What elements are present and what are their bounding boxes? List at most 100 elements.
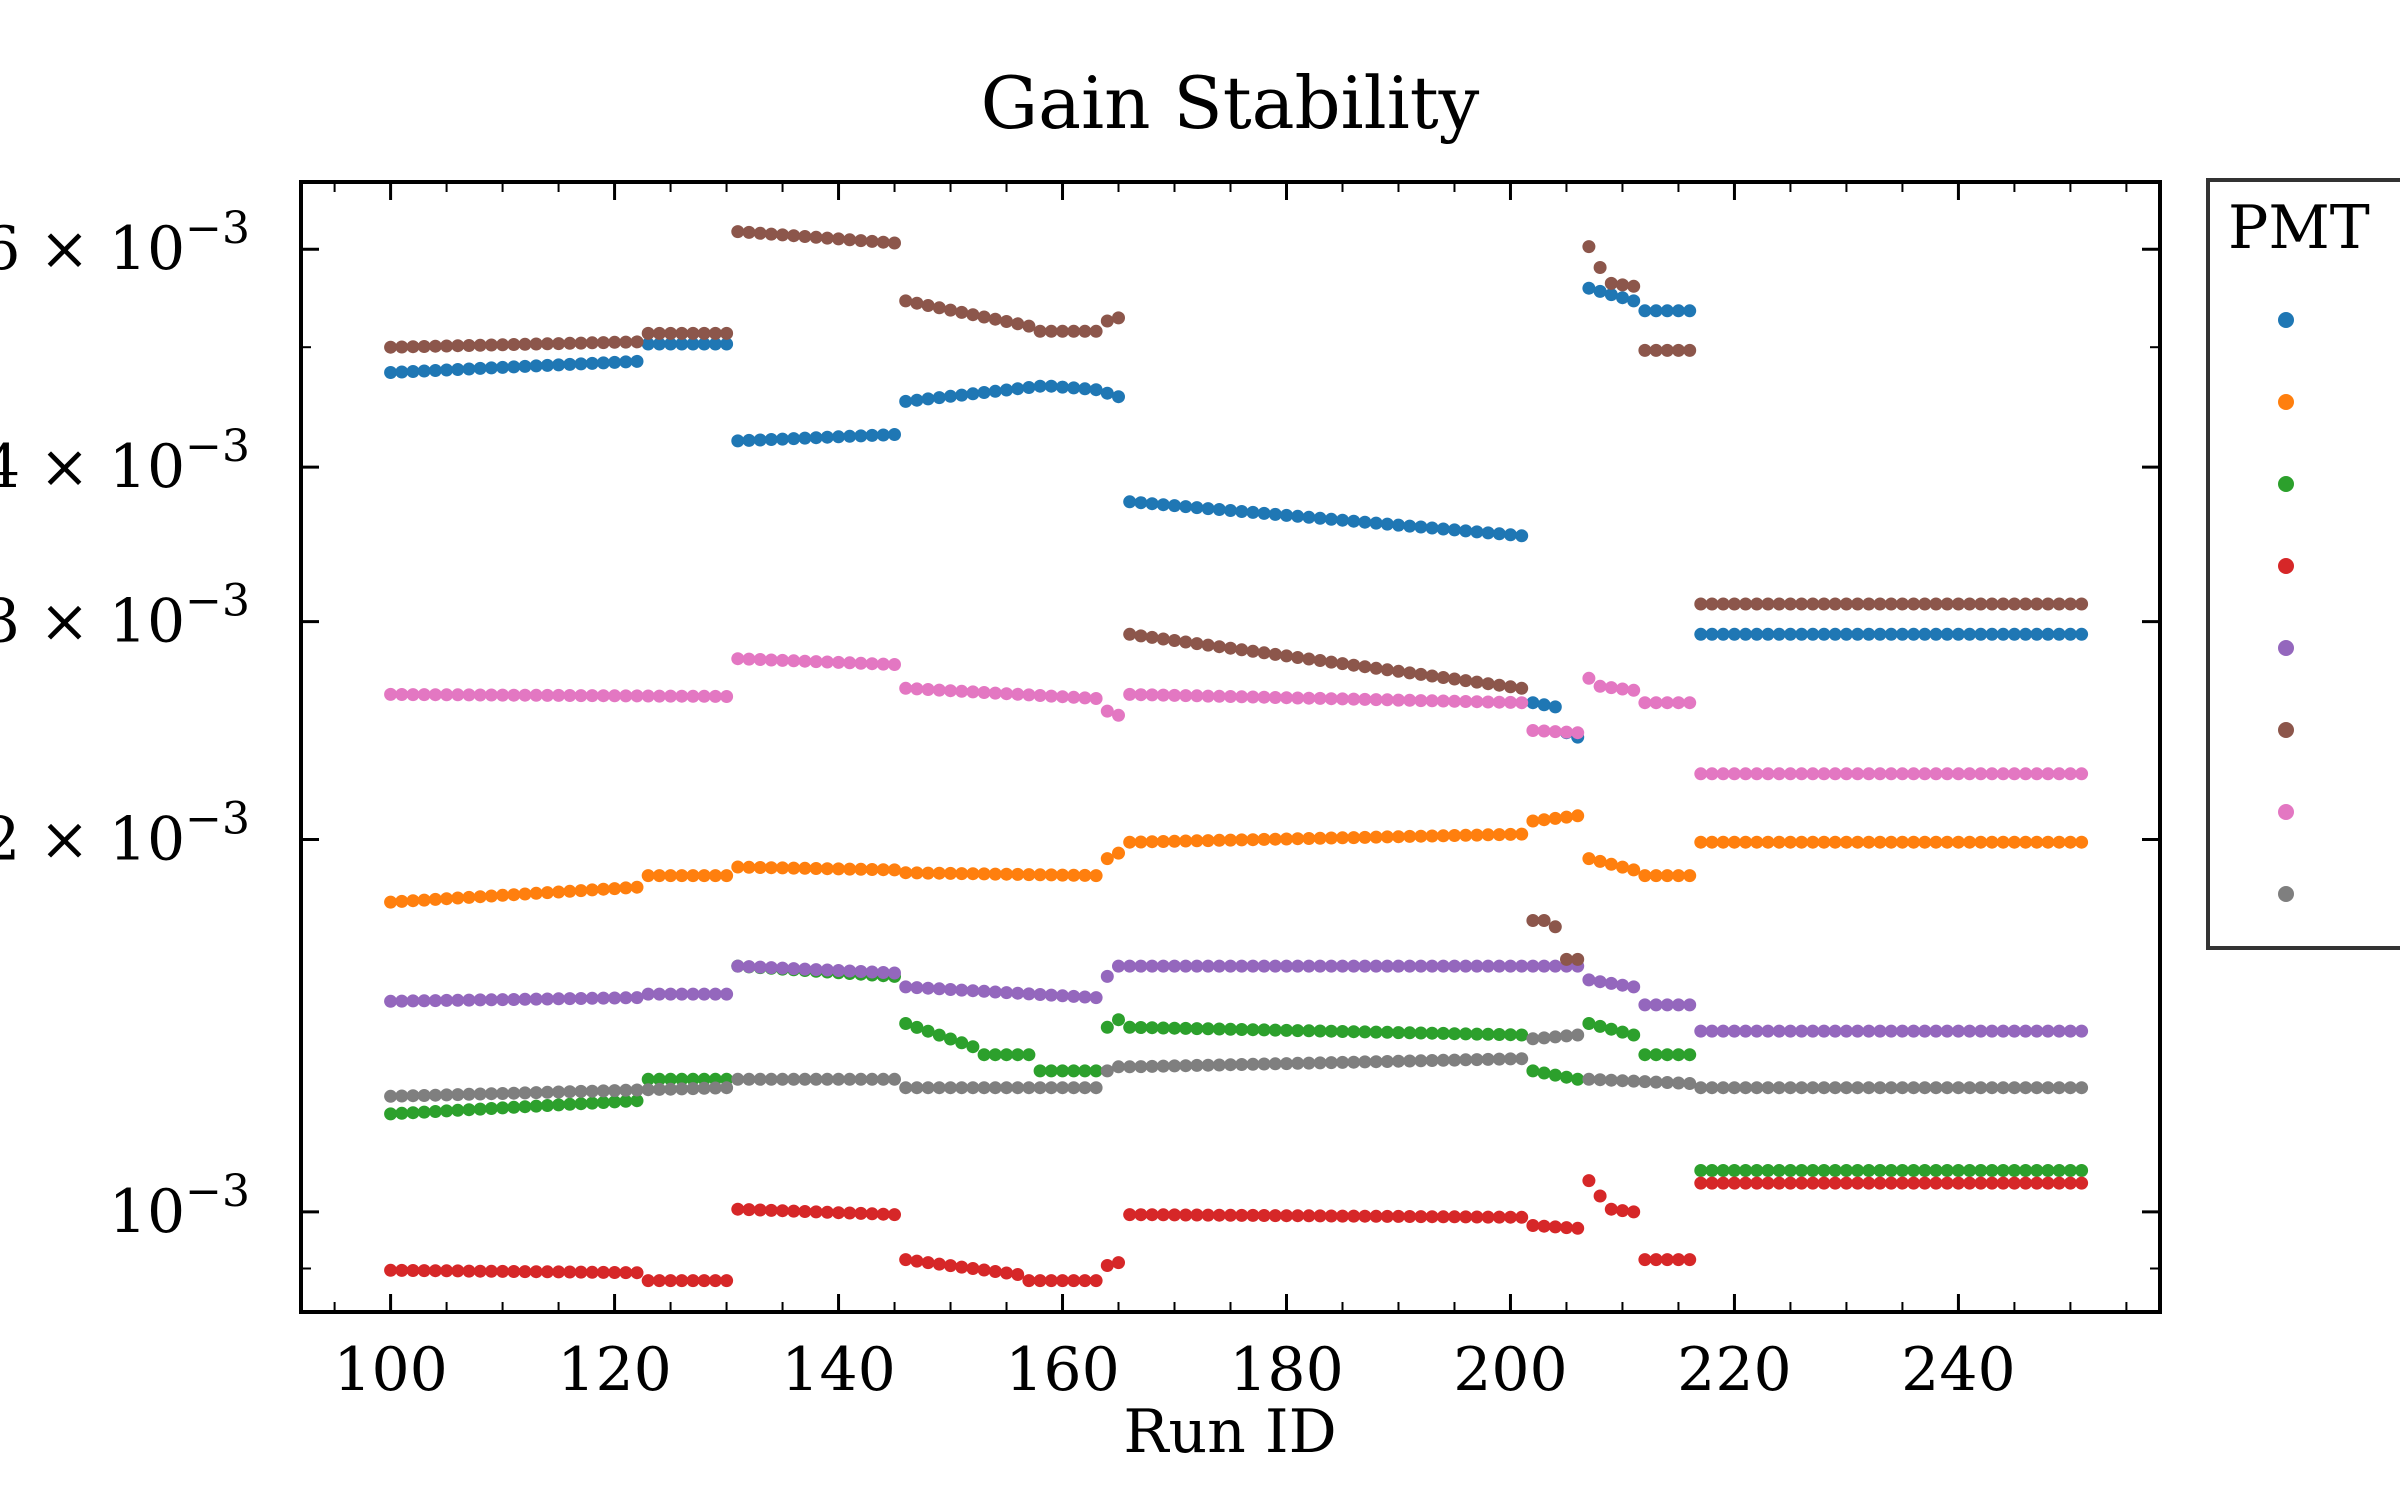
data-point [1772,1024,1786,1038]
data-point [1268,832,1282,846]
data-point [630,1266,644,1280]
data-point [1224,1208,1237,1222]
data-point [1257,1023,1271,1037]
data-point [1481,526,1495,540]
data-point [854,965,868,978]
data-point [854,429,868,443]
plot-marks [384,225,2089,1288]
data-point [1761,1164,1775,1177]
data-point [809,230,823,244]
data-point [1302,959,1316,973]
data-point [1492,1210,1506,1224]
data-point [1414,694,1428,708]
data-point [1929,1024,1943,1038]
data-point [619,1083,633,1097]
data-point [1694,1024,1708,1038]
data-point [552,337,566,351]
data-point [1369,516,1383,530]
data-point [742,1072,756,1086]
data-point [2007,1081,2021,1095]
data-point [1224,641,1237,655]
data-point [608,355,622,369]
data-point [1414,1054,1428,1068]
data-point [820,862,834,876]
data-point [2007,835,2021,849]
data-point [1907,1024,1921,1038]
data-point [798,230,812,243]
data-point [1033,379,1047,393]
data-point [1324,512,1338,526]
data-point [641,869,655,883]
data-point [1660,304,1674,318]
data-point [1302,691,1316,705]
data-point [1212,1058,1226,1072]
data-point [1179,500,1193,514]
data-point [1929,767,1943,781]
axis-ticks: 100 120 140 160 180 200 220 240 10−3 2 × 10−3 3 × … [0,182,2160,1405]
data-point [1291,959,1305,973]
data-point [1179,1021,1193,1035]
data-point [1750,1024,1764,1038]
data-point [753,861,767,874]
data-point [2052,835,2066,849]
data-point [1515,1052,1529,1066]
data-point [1313,1056,1327,1070]
data-point [462,1087,476,1101]
data-point [1257,1057,1271,1071]
data-point [787,1072,801,1086]
data-point [2075,1024,2089,1038]
data-point [1212,640,1226,654]
data-point [2007,767,2021,781]
data-point [1604,1022,1618,1036]
data-point [1548,1220,1562,1234]
data-point [809,655,823,669]
series-1 [384,281,2089,744]
data-point [1156,1208,1170,1222]
data-point [1660,998,1674,1012]
data-point [1358,1209,1372,1223]
data-point [1347,959,1361,973]
data-point [1190,1208,1204,1222]
data-point [2063,627,2077,641]
data-point [798,654,812,668]
data-point [2030,767,2044,781]
data-point [1470,695,1484,709]
data-point [1078,990,1092,1004]
data-point [1000,1266,1013,1280]
data-point [1839,1164,1853,1177]
data-point [1739,627,1753,641]
series-8 [384,1028,2089,1103]
data-point [1828,1164,1842,1177]
data-point [1201,959,1215,973]
data-point [1627,1028,1641,1042]
data-point [944,1032,957,1046]
data-point [2075,627,2089,641]
data-point [2063,1024,2077,1038]
data-point [2075,767,2089,781]
data-point [1011,867,1025,881]
data-point [1985,627,1999,641]
data-point [1044,868,1058,882]
data-point [1089,991,1103,1005]
data-point [910,981,924,995]
data-point [529,1086,543,1100]
data-point [731,225,745,239]
data-point [1683,1253,1697,1267]
data-point [1739,835,1753,849]
data-point [1817,597,1831,611]
data-point [1895,627,1909,641]
data-point [664,337,678,351]
data-point [1672,304,1685,318]
data-point [910,1081,924,1095]
data-point [1324,1024,1338,1038]
data-point [1156,688,1170,702]
data-point [1201,502,1215,516]
data-point [899,1017,913,1030]
data-point [1582,240,1596,254]
data-point [2019,835,2033,849]
data-point [1739,767,1753,781]
data-point [708,987,722,1001]
data-point [988,867,1002,881]
data-point [2063,597,2077,611]
data-point [540,358,554,372]
